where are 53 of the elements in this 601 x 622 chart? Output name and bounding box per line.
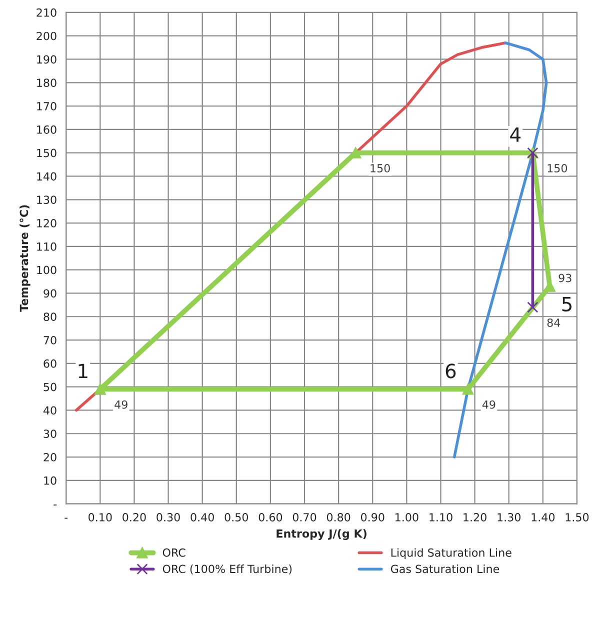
y-tick-label: 150 <box>37 148 56 158</box>
legend-label: Gas Saturation Line <box>390 564 500 574</box>
y-tick-label: - <box>54 504 57 506</box>
legend-label: ORC <box>162 548 186 557</box>
x-tick-label: 0.80 <box>326 513 350 522</box>
x-tick-label: 0.10 <box>88 513 112 522</box>
y-tick-label: 10 <box>44 476 56 485</box>
y-tick-label: 210 <box>36 8 56 17</box>
y-tick-label: 50 <box>44 382 56 392</box>
data-label: 93 <box>558 274 572 282</box>
y-tick-label: 100 <box>37 266 56 274</box>
legend-label: Liquid Saturation Line <box>391 548 512 559</box>
x-tick-label: 0.60 <box>258 513 282 522</box>
x-tick-label: 0.50 <box>224 513 248 522</box>
x-tick-label: 1.30 <box>498 513 520 522</box>
data-label: 150 <box>370 164 390 172</box>
annotation: 4 <box>510 128 520 142</box>
annotation: 6 <box>446 364 456 378</box>
y-tick-label: 20 <box>44 452 56 462</box>
y-tick-label: 140 <box>37 172 56 181</box>
legend-label: ORC (100% Eff Turbine) <box>162 564 292 574</box>
annotation: 1 <box>78 364 88 378</box>
y-tick-label: 60 <box>44 359 56 368</box>
x-tick-label: 1.50 <box>566 513 589 522</box>
y-tick-label: 110 <box>37 242 56 251</box>
x-tick-label: 1.40 <box>532 513 555 522</box>
y-tick-label: 30 <box>44 430 56 438</box>
y-tick-label: 40 <box>43 406 56 415</box>
y-tick-label: 200 <box>36 32 56 40</box>
data-label: 49 <box>114 400 128 409</box>
y-tick-label: 80 <box>44 312 56 322</box>
y-tick-label: 190 <box>37 55 56 64</box>
y-tick-label: 180 <box>37 78 56 88</box>
x-tick-label: 0.90 <box>360 513 384 522</box>
x-tick-label: 0.70 <box>292 513 316 522</box>
x-tick-label: 0.20 <box>122 513 146 522</box>
y-tick-label: 160 <box>37 125 56 134</box>
y-tick-label: 170 <box>37 102 56 110</box>
y-tick-label: 90 <box>44 289 56 298</box>
y-tick-label: 130 <box>37 196 56 204</box>
y-tick-label: 120 <box>37 219 56 228</box>
x-tick-label: 1.20 <box>464 513 486 522</box>
x-axis-title: Entropy J/(g K) <box>276 529 366 540</box>
x-tick-label: 1.00 <box>396 513 418 522</box>
data-label: 84 <box>547 318 560 327</box>
x-tick-label: 0.30 <box>156 513 180 522</box>
x-tick-label: 1.10 <box>430 513 452 522</box>
data-label: 150 <box>548 164 568 172</box>
data-label: 49 <box>482 400 496 409</box>
y-tick-label: 70 <box>44 336 56 344</box>
x-tick-label: 0.40 <box>190 513 214 522</box>
y-axis-title: Temperature (°C) <box>20 205 30 312</box>
annotation: 5 <box>562 297 572 312</box>
